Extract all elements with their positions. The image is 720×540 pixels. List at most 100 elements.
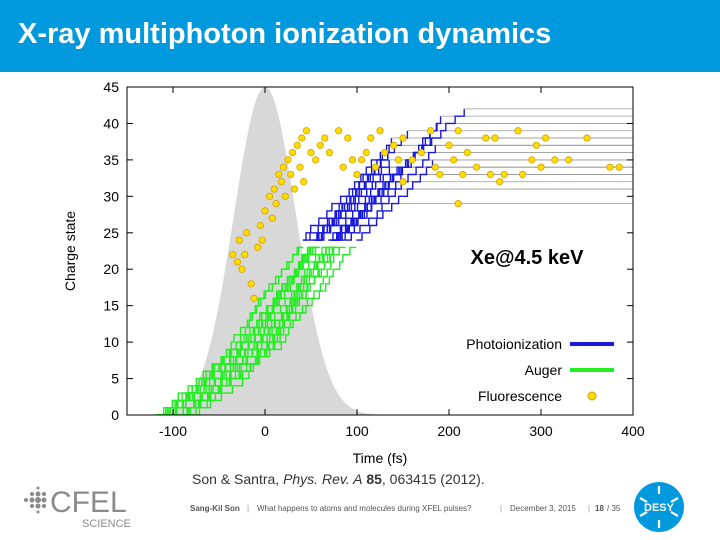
citation-volume: 85: [366, 471, 382, 487]
fluorescence-point: [518, 170, 527, 179]
fluorescence-point: [459, 170, 467, 179]
fluorescence-point: [298, 134, 306, 142]
footer-separator: |: [500, 504, 503, 513]
slide-title: X-ray multiphoton ionization dynamics: [18, 18, 552, 50]
fluorescence-point: [445, 141, 453, 149]
footer-separator: |: [247, 504, 250, 513]
fluorescence-point: [583, 134, 591, 142]
fluorescence-point: [235, 236, 243, 244]
cfel-logo-subtext: SCIENCE: [82, 518, 131, 530]
fluorescence-point: [325, 149, 333, 157]
desy-logo-text: DESY: [644, 502, 675, 514]
title-bar: X-ray multiphoton ionization dynamics: [0, 0, 720, 72]
legend-label: Auger: [525, 362, 563, 378]
fluorescence-point: [287, 170, 295, 179]
cfel-dot-grid-icon: [24, 486, 47, 514]
fluorescence-point: [272, 200, 280, 208]
desy-logo: DESY: [634, 482, 684, 532]
citation: Son & Santra, Phys. Rev. A 85, 063415 (2…: [192, 471, 485, 487]
plot-area: [127, 87, 633, 415]
fluorescence-point: [606, 163, 614, 171]
fluorescence-point: [238, 265, 246, 273]
auger-trajectory: [168, 246, 304, 415]
fluorescence-point: [268, 214, 276, 222]
auger-trajectory: [181, 246, 357, 415]
cfel-logo: CFEL SCIENCE: [24, 486, 131, 530]
legend-label: Photoionization: [466, 336, 562, 352]
energy-annotation: Xe@4.5 keV: [471, 247, 585, 269]
footer: Sang-Kil Son | What happens to atoms and…: [0, 504, 720, 522]
fluorescence-point: [307, 149, 315, 157]
fluorescence-point: [431, 163, 439, 171]
fluorescence-point: [417, 149, 425, 157]
fluorescence-point: [551, 156, 559, 164]
y-tick-label: 20: [103, 261, 119, 277]
fluorescence-point: [380, 149, 389, 157]
fluorescence-point: [279, 163, 287, 171]
fluorescence-point: [482, 134, 490, 142]
x-tick-label: 300: [529, 423, 553, 439]
fluorescence-point: [399, 178, 407, 186]
fluorescence-point: [353, 170, 361, 179]
fluorescence-point: [261, 207, 269, 215]
fluorescence-point: [334, 127, 343, 135]
fluorescence-point: [344, 134, 352, 142]
auger-trajectory: [170, 246, 331, 415]
footer-talk-title: What happens to atoms and molecules duri…: [257, 504, 472, 513]
y-tick-label: 25: [103, 225, 119, 241]
legend-swatch: [587, 391, 597, 401]
x-tick-label: 200: [437, 423, 461, 439]
auger-trajectory: [156, 246, 316, 415]
x-tick-label: 100: [345, 423, 369, 439]
fluorescence-point: [288, 149, 297, 157]
y-tick-label: 5: [111, 371, 119, 387]
fluorescence-point: [472, 163, 481, 171]
fluorescence-point: [514, 127, 522, 135]
fluorescence-point: [284, 156, 292, 164]
fluorescence-point: [371, 163, 379, 171]
citation-journal: Phys. Rev. A: [283, 471, 363, 487]
footer-separator: |: [588, 504, 591, 513]
fluorescence-point: [256, 221, 264, 230]
photoionization-trajectory: [315, 138, 393, 241]
fluorescence-point: [293, 141, 301, 149]
photoionization-trajectory: [356, 159, 434, 241]
fluorescence-point: [399, 134, 407, 142]
fluorescence-point: [486, 170, 494, 179]
fluorescence-point: [528, 156, 536, 164]
fluorescence-point: [250, 294, 258, 302]
trajectory: [185, 108, 633, 415]
fluorescence-point: [436, 170, 444, 179]
fluorescence-point: [247, 280, 255, 288]
fluorescence-point: [258, 236, 266, 244]
fluorescence-point: [229, 251, 237, 259]
fluorescence-point: [300, 178, 308, 186]
y-tick-label: 10: [103, 334, 119, 350]
fluorescence-point: [348, 156, 356, 164]
fluorescence-point: [243, 229, 251, 237]
fluorescence-point: [426, 127, 435, 135]
x-axis-label: Time (fs): [353, 450, 408, 466]
fluorescence-point: [357, 156, 366, 164]
fluorescence-point: [316, 141, 324, 149]
plot-frame: [126, 86, 634, 416]
fluorescence-point: [454, 200, 462, 208]
x-tick-label: -100: [159, 423, 187, 439]
fluorescence-point: [241, 251, 249, 259]
y-tick-label: 45: [103, 79, 119, 95]
legend-label: Fluorescence: [478, 388, 562, 404]
y-tick-label: 40: [103, 115, 119, 131]
fluorescence-point: [454, 127, 462, 135]
photoionization-trajectory: [345, 145, 436, 241]
y-tick-label: 15: [103, 298, 119, 314]
fluorescence-point: [367, 134, 375, 142]
fluorescence-point: [265, 192, 274, 200]
fluorescence-point: [254, 243, 262, 251]
y-tick-label: 35: [103, 152, 119, 168]
fluorescence-point: [463, 149, 471, 157]
fluorescence-point: [491, 134, 499, 142]
fluorescence-point: [615, 163, 623, 171]
fluorescence-point: [449, 156, 458, 164]
fluorescence-point: [495, 178, 504, 186]
fluorescence-point: [290, 185, 299, 193]
